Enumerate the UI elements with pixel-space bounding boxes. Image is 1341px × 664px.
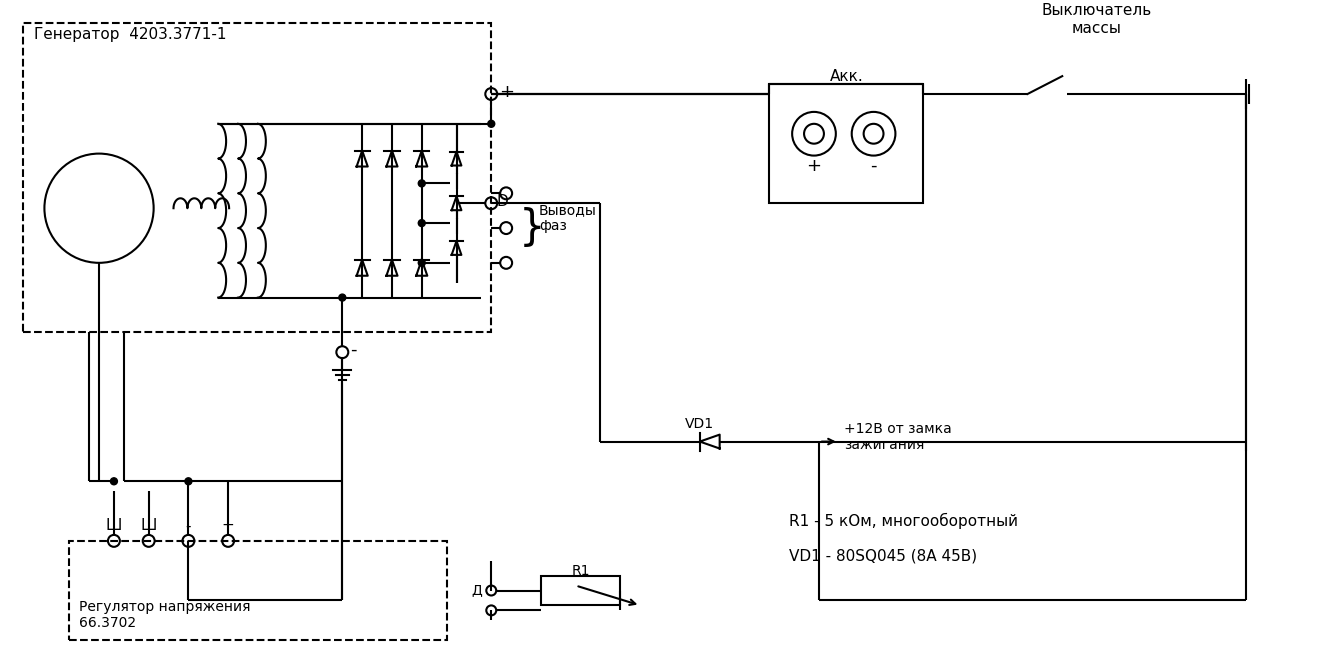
Text: R1: R1 [571, 564, 590, 578]
Text: Д: Д [471, 584, 481, 598]
Text: }: } [519, 207, 546, 249]
Bar [770, 84, 923, 203]
Circle shape [488, 120, 495, 127]
Text: Выводы
фаз: Выводы фаз [539, 203, 597, 233]
Text: -: - [870, 157, 877, 175]
Text: Акк.: Акк. [829, 68, 864, 84]
Circle shape [110, 478, 118, 485]
Text: Генератор  4203.3771-1: Генератор 4203.3771-1 [35, 27, 227, 42]
Text: Ш: Ш [106, 519, 122, 533]
Text: VD1: VD1 [685, 417, 715, 431]
Text: Выключатель
массы: Выключатель массы [1042, 3, 1152, 36]
Text: Регулятор напряжения
66.3702: Регулятор напряжения 66.3702 [79, 600, 251, 630]
Text: +: + [806, 157, 822, 175]
Text: D: D [496, 194, 508, 208]
Text: +12В от замка
зажигания: +12В от замка зажигания [843, 422, 952, 452]
Text: +: + [221, 519, 235, 533]
Circle shape [418, 260, 425, 266]
Text: VD1 - 80SQ045 (8А 45В): VD1 - 80SQ045 (8А 45В) [789, 548, 978, 563]
Bar [23, 23, 491, 333]
Text: -: - [350, 341, 357, 359]
Text: R1 - 5 кОм, многооборотный: R1 - 5 кОм, многооборотный [789, 513, 1018, 529]
Circle shape [418, 220, 425, 226]
Text: +: + [499, 83, 514, 101]
Circle shape [185, 478, 192, 485]
Text: Ш: Ш [141, 519, 157, 533]
Circle shape [339, 294, 346, 301]
Bar [70, 541, 447, 640]
Bar [540, 576, 621, 606]
Text: -: - [185, 519, 192, 533]
Circle shape [418, 180, 425, 187]
